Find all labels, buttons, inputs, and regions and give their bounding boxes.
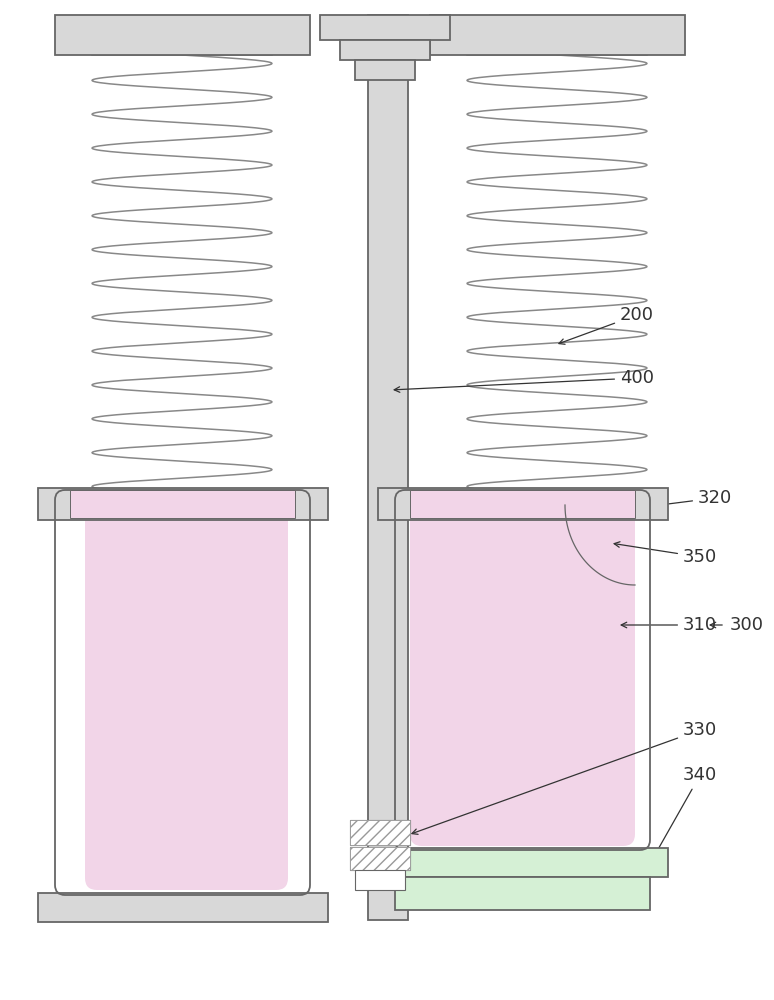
Bar bbox=[355, 60, 415, 80]
Bar bbox=[350, 820, 410, 845]
Text: 300: 300 bbox=[730, 616, 764, 634]
Text: 310: 310 bbox=[622, 616, 717, 634]
Text: 200: 200 bbox=[559, 306, 654, 344]
FancyBboxPatch shape bbox=[85, 508, 288, 890]
Text: 340: 340 bbox=[654, 766, 717, 856]
Bar bbox=[410, 490, 635, 518]
Bar bbox=[355, 870, 405, 890]
Bar bbox=[430, 15, 685, 55]
FancyBboxPatch shape bbox=[410, 508, 635, 846]
Bar bbox=[395, 877, 650, 910]
Bar bbox=[368, 15, 408, 920]
Bar bbox=[378, 488, 668, 520]
Text: 400: 400 bbox=[394, 369, 654, 392]
Text: 350: 350 bbox=[614, 542, 717, 566]
Bar bbox=[55, 15, 310, 55]
Bar bbox=[340, 40, 430, 60]
Text: 330: 330 bbox=[412, 721, 717, 834]
Bar bbox=[38, 893, 328, 922]
Bar bbox=[378, 848, 668, 877]
Bar bbox=[350, 847, 410, 870]
Bar bbox=[320, 15, 450, 40]
Text: 320: 320 bbox=[656, 489, 732, 508]
Bar bbox=[70, 490, 295, 518]
Bar bbox=[38, 488, 328, 520]
